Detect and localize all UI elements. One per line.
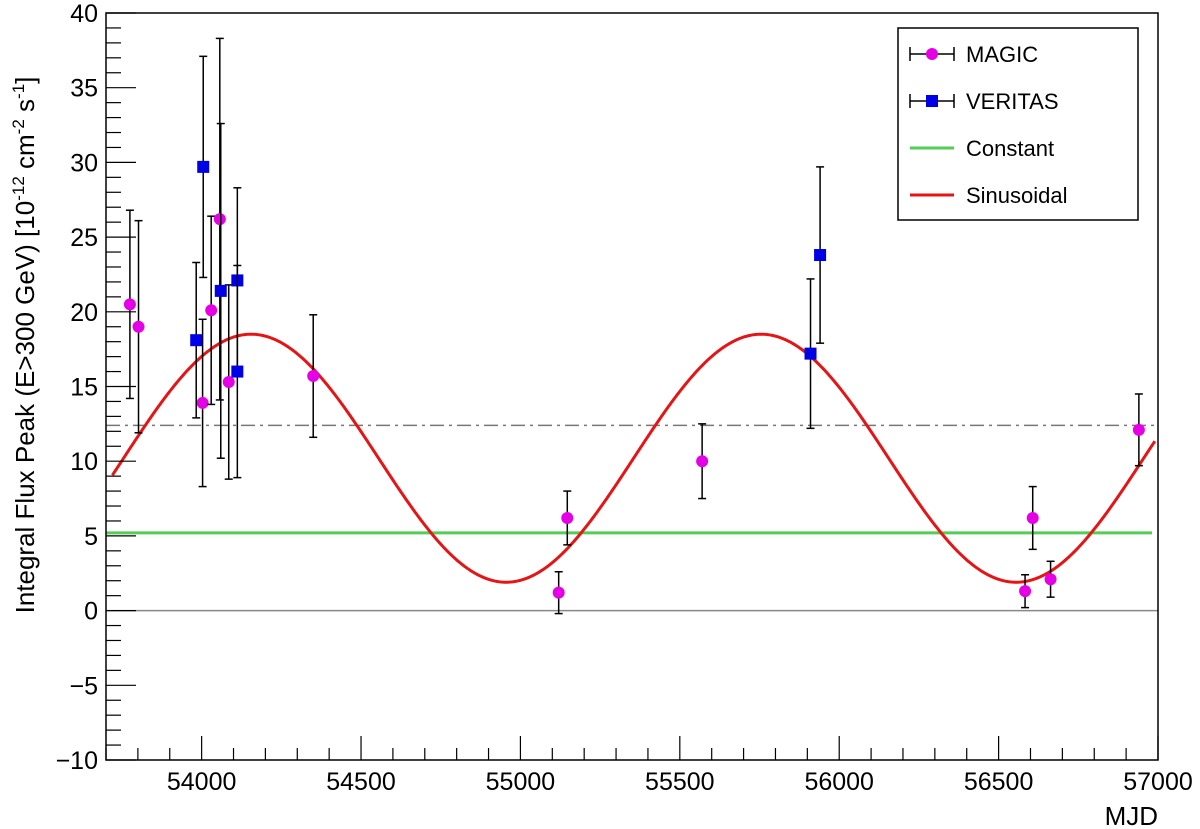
magic-point-11 xyxy=(1026,511,1039,524)
y-axis-title-exp3: -1 xyxy=(9,84,28,99)
magic-point-12 xyxy=(1044,573,1057,586)
magic-point-7 xyxy=(552,586,565,599)
y-axis-title-exp2: -2 xyxy=(9,119,28,134)
legend-veritas-label: VERITAS xyxy=(966,89,1059,114)
x-axis-title: MJD xyxy=(1105,801,1158,829)
legend-magic-marker xyxy=(926,48,938,60)
magic-point-10 xyxy=(1019,585,1032,598)
legend-sinusoidal-label: Sinusoidal xyxy=(966,183,1068,208)
y-axis-title-end: ] xyxy=(10,77,40,84)
legend-magic-label: MAGIC xyxy=(966,42,1038,67)
veritas-point-6 xyxy=(814,249,827,262)
magic-point-0 xyxy=(123,298,136,311)
x-tick-label: 55500 xyxy=(645,768,715,796)
veritas-point-4 xyxy=(231,365,244,378)
veritas-point-0 xyxy=(190,334,203,347)
magic-point-13 xyxy=(1132,423,1145,436)
magic-point-9 xyxy=(696,455,709,468)
y-tick-label: 30 xyxy=(70,149,98,177)
legend: MAGIC VERITAS Constant Sinusoidal xyxy=(897,27,1139,221)
magic-point-5 xyxy=(222,376,235,389)
veritas-point-2 xyxy=(214,284,227,297)
veritas-point-1 xyxy=(197,160,210,173)
x-tick-label: 56000 xyxy=(804,768,874,796)
y-tick-label: −5 xyxy=(69,672,98,700)
y-tick-label: 5 xyxy=(84,523,98,551)
magic-point-8 xyxy=(561,511,574,524)
veritas-point-5 xyxy=(804,347,817,360)
x-tick-label: 55000 xyxy=(486,768,556,796)
magic-point-3 xyxy=(205,304,218,317)
y-tick-label: 25 xyxy=(70,224,98,252)
y-tick-label: 0 xyxy=(84,598,98,626)
y-tick-label: 35 xyxy=(70,75,98,103)
y-tick-label: 15 xyxy=(70,374,98,402)
y-axis-title-main: Integral Flux Peak (E>300 GeV) [10 xyxy=(10,201,40,614)
legend-box xyxy=(897,27,1139,221)
plot-layer xyxy=(106,37,1158,615)
y-tick-label: −10 xyxy=(56,747,98,775)
magic-point-2 xyxy=(196,396,209,409)
x-tick-label: 57000 xyxy=(1123,768,1193,796)
legend-veritas-marker xyxy=(926,95,938,107)
magic-point-1 xyxy=(132,320,145,333)
y-axis-title: Integral Flux Peak (E>300 GeV) [10-12 cm… xyxy=(9,77,40,614)
legend-constant-label: Constant xyxy=(966,136,1054,161)
sinusoidal-fit-curve xyxy=(111,332,1157,584)
y-axis-title-exp1: -12 xyxy=(9,176,28,201)
x-tick-label: 54000 xyxy=(167,768,237,796)
magic-point-4 xyxy=(213,213,226,226)
y-axis-title-mid1: cm xyxy=(10,134,40,176)
y-axis-title-mid2: s xyxy=(10,99,40,119)
x-tick-label: 56500 xyxy=(964,768,1034,796)
y-tick-label: 40 xyxy=(70,0,98,28)
y-tick-label: 10 xyxy=(70,448,98,476)
x-tick-label: 54500 xyxy=(326,768,396,796)
axes-layer: 54000 54500 55000 55500 56000 56500 57000 −10 −5… xyxy=(56,0,1193,796)
magic-point-6 xyxy=(307,370,320,383)
y-tick-label: 20 xyxy=(70,299,98,327)
